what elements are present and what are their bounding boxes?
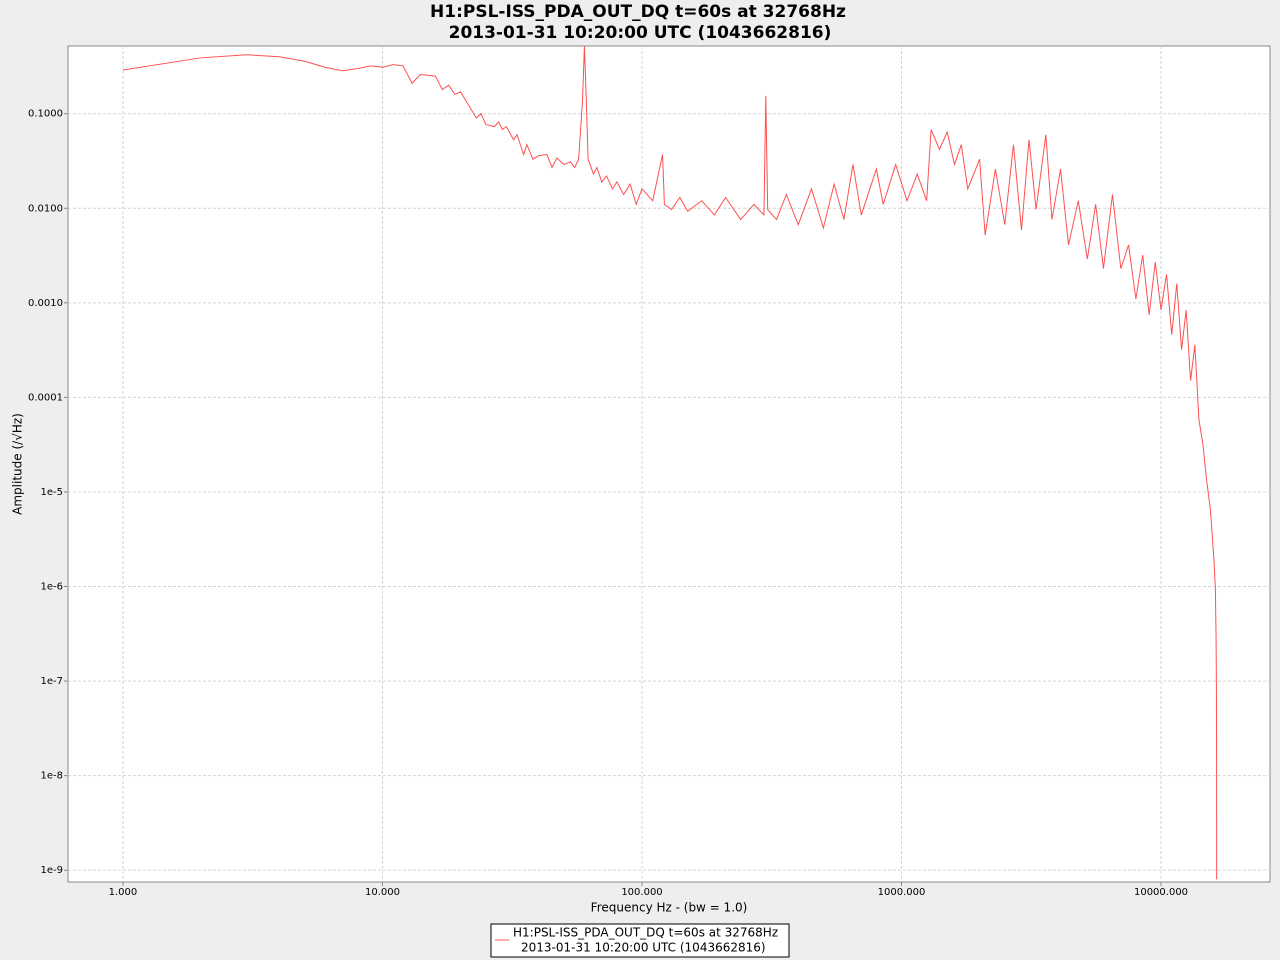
spectrum-line [122,45,1218,880]
y-tick-label: 0.0010 [28,298,63,309]
legend-label: H1:PSL-ISS_PDA_OUT_DQ t=60s at 32768Hz [513,926,778,940]
x-tick-label: 10000.000 [1134,887,1188,898]
y-tick-label: 1e-9 [41,865,64,876]
y-tick-label: 1e-5 [41,487,64,498]
y-tick-label: 1e-8 [41,771,64,782]
legend: H1:PSL-ISS_PDA_OUT_DQ t=60s at 32768Hz 2… [490,923,790,958]
legend-label: 2013-01-31 10:20:00 UTC (1043662816) [521,941,766,955]
x-tick-label: 10.000 [365,887,400,898]
y-tick-label: 0.1000 [28,109,63,120]
x-tick-label: 100.000 [621,887,662,898]
y-tick-label: 0.0001 [28,392,63,403]
y-axis-label: Amplitude (/√Hz) [11,413,25,515]
chart-title: H1:PSL-ISS_PDA_OUT_DQ t=60s at 32768Hz [430,2,846,22]
y-tick-label: 0.0100 [28,203,63,214]
x-tick-label: 1.000 [109,887,138,898]
y-tick-label: 1e-7 [41,676,64,687]
x-axis-label: Frequency Hz - (bw = 1.0) [591,901,748,915]
plot-area [67,45,1271,883]
x-tick-label: 1000.000 [878,887,926,898]
chart-subtitle: 2013-01-31 10:20:00 UTC (1043662816) [449,23,832,43]
y-tick-label: 1e-6 [41,582,64,593]
legend-box [490,923,790,958]
